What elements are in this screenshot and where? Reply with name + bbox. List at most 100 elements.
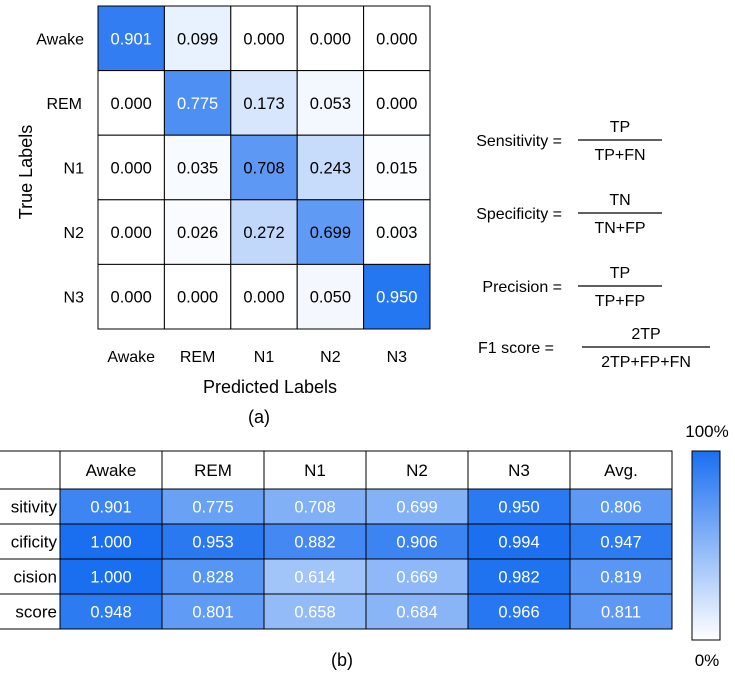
table-cell xyxy=(59,523,163,560)
matrix-cell-value: 0.000 xyxy=(376,95,417,113)
table-row-label: cificity xyxy=(11,533,58,552)
table-cell-value: 0.669 xyxy=(396,569,437,587)
matrix-cell xyxy=(97,5,165,72)
table-cell-value: 0.994 xyxy=(498,534,539,552)
matrix-cell xyxy=(163,5,232,72)
table-cell-value: 0.953 xyxy=(192,534,233,552)
matrix-cell-value: 0.000 xyxy=(310,30,351,48)
row-label: N3 xyxy=(64,290,85,307)
matrix-cell-value: 0.775 xyxy=(177,95,218,113)
matrix-cell xyxy=(363,70,431,136)
caption-b: (b) xyxy=(331,650,353,670)
table-cell xyxy=(365,523,469,560)
table-cell-value: 0.828 xyxy=(192,569,233,587)
colorbar-min-label: 0% xyxy=(695,651,720,670)
formula-lhs: Sensitivity = xyxy=(476,133,562,150)
table-cell xyxy=(263,558,367,595)
matrix-cell-value: 0.015 xyxy=(376,160,417,178)
matrix-cell-value: 0.099 xyxy=(177,30,218,48)
column-label: N3 xyxy=(387,349,408,366)
row-label: N2 xyxy=(64,225,85,242)
table-cell-value: 0.882 xyxy=(294,534,335,552)
matrix-cell xyxy=(230,263,298,330)
formula-lhs: Precision = xyxy=(482,279,562,296)
formula-denominator: 2TP+FP+FN xyxy=(601,354,691,371)
table-header-cell xyxy=(59,450,163,490)
table-cell xyxy=(569,593,673,630)
row-label: N1 xyxy=(64,161,85,178)
table-cell-value: 0.658 xyxy=(294,604,335,622)
matrix-cell-value: 0.000 xyxy=(111,289,152,307)
table-cell xyxy=(365,488,469,525)
table-cell-value: 0.950 xyxy=(498,499,539,517)
formula-lhs: Specificity = xyxy=(476,206,562,223)
matrix-cell-value: 0.901 xyxy=(111,30,152,48)
table-corner-cell xyxy=(0,450,61,490)
matrix-cell xyxy=(163,199,232,265)
table-row-header xyxy=(0,523,61,560)
table-header-label: N2 xyxy=(406,461,428,480)
table-cell xyxy=(161,558,265,595)
matrix-cell-value: 0.000 xyxy=(111,95,152,113)
matrix-cell-value: 0.173 xyxy=(243,95,284,113)
formula-denominator: TP+FN xyxy=(594,147,645,164)
table-cell-value: 0.708 xyxy=(294,499,335,517)
matrix-cell xyxy=(163,263,232,330)
table-cell-value: 0.982 xyxy=(498,569,539,587)
matrix-cell xyxy=(296,134,365,201)
column-label: REM xyxy=(180,349,216,366)
table-cell-value: 1.000 xyxy=(90,534,131,552)
matrix-cell-value: 0.026 xyxy=(177,224,218,242)
matrix-cell-value: 0.000 xyxy=(243,289,284,307)
table-cell xyxy=(365,593,469,630)
formula-denominator: TN+FP xyxy=(594,220,645,237)
matrix-cell xyxy=(363,263,431,330)
matrix-cell-value: 0.000 xyxy=(111,224,152,242)
table-header-label: REM xyxy=(194,461,232,480)
table-cell xyxy=(59,488,163,525)
formula-numerator: TN xyxy=(609,192,630,209)
matrix-cell-value: 0.699 xyxy=(310,224,351,242)
table-cell xyxy=(161,593,265,630)
table-header-label: N1 xyxy=(304,461,326,480)
matrix-cell xyxy=(296,5,365,72)
table-header-label: Awake xyxy=(86,461,137,480)
table-cell xyxy=(263,523,367,560)
column-label: N1 xyxy=(254,349,275,366)
table-row-label: cision xyxy=(14,568,57,587)
table-cell xyxy=(569,558,673,595)
table-cell xyxy=(161,488,265,525)
table-cell-value: 0.819 xyxy=(600,569,641,587)
matrix-cell xyxy=(363,199,431,265)
table-row-label: sitivity xyxy=(11,498,58,517)
table-cell-value: 1.000 xyxy=(90,569,131,587)
table-cell xyxy=(59,593,163,630)
matrix-cell xyxy=(163,134,232,201)
table-cell-value: 0.614 xyxy=(294,569,335,587)
row-label: Awake xyxy=(36,31,84,48)
matrix-cell-value: 0.035 xyxy=(177,160,218,178)
formula-lhs: F1 score = xyxy=(478,340,554,357)
matrix-cell-value: 0.000 xyxy=(376,30,417,48)
matrix-cell-value: 0.003 xyxy=(376,224,417,242)
formula-numerator: TP xyxy=(610,119,630,136)
table-row-header xyxy=(0,593,61,630)
matrix-cell-value: 0.000 xyxy=(243,30,284,48)
matrix-cell-value: 0.708 xyxy=(243,160,284,178)
matrix-cell-value: 0.950 xyxy=(376,289,417,307)
table-header-cell xyxy=(263,450,367,490)
matrix-cell xyxy=(230,5,298,72)
matrix-cell-value: 0.000 xyxy=(111,160,152,178)
table-cell-value: 0.901 xyxy=(90,499,131,517)
matrix-cell-value: 0.000 xyxy=(177,289,218,307)
table-cell xyxy=(569,523,673,560)
y-axis-title: True Labels xyxy=(16,125,36,219)
table-cell-value: 0.948 xyxy=(90,604,131,622)
x-axis-title: Predicted Labels xyxy=(203,377,337,397)
matrix-cell-value: 0.272 xyxy=(243,224,284,242)
matrix-cell xyxy=(296,199,365,265)
matrix-cell-value: 0.050 xyxy=(310,289,351,307)
formula-denominator: TP+FP xyxy=(595,293,645,310)
table-cell xyxy=(365,558,469,595)
